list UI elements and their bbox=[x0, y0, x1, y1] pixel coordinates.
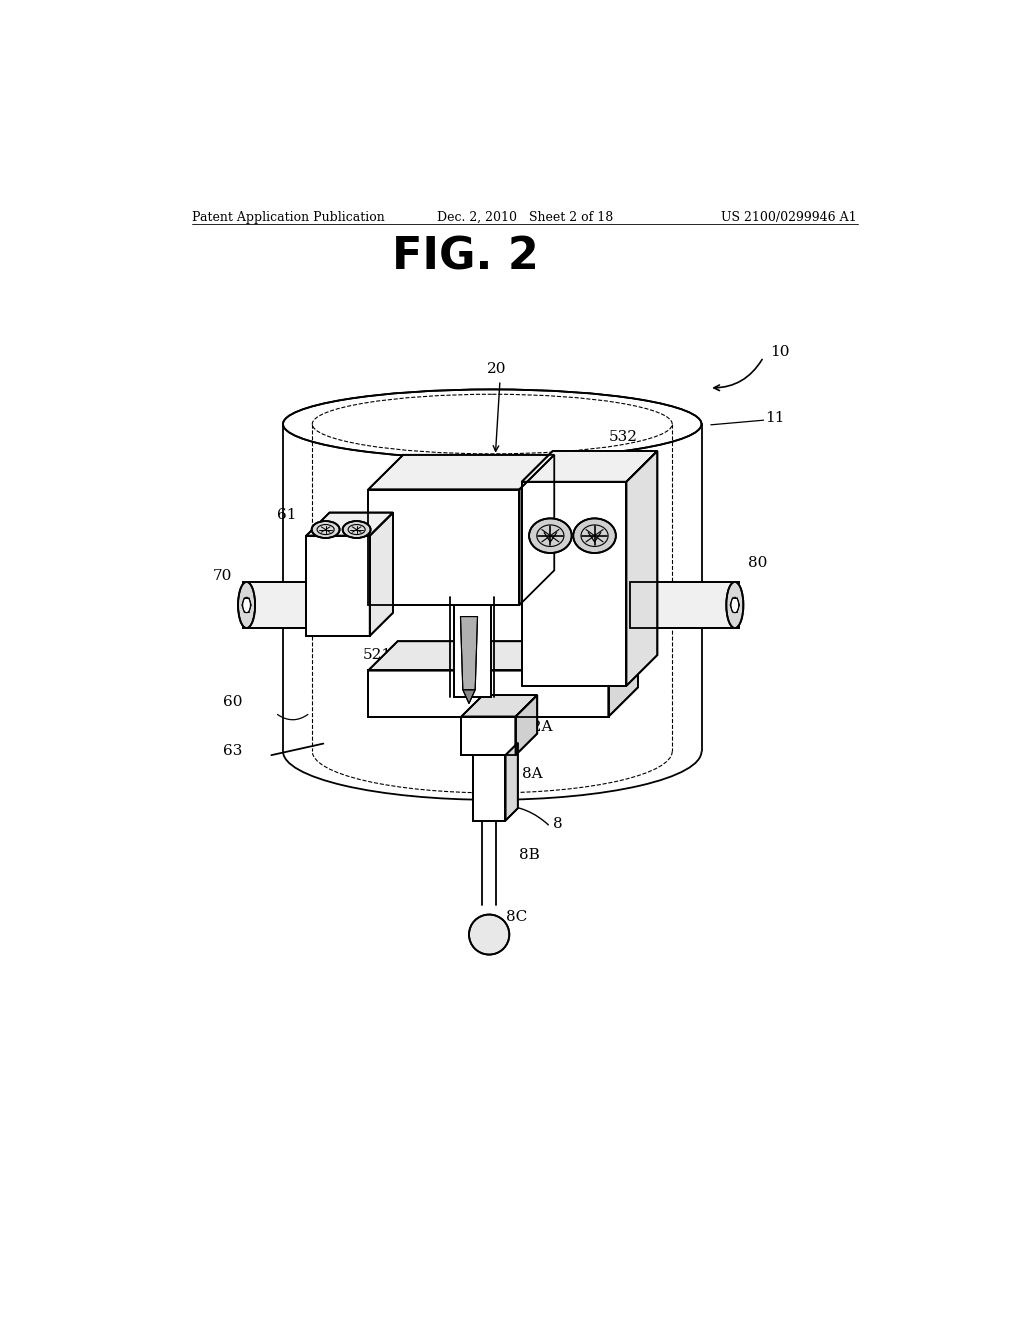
Text: 61: 61 bbox=[278, 508, 297, 521]
Ellipse shape bbox=[243, 597, 251, 612]
Text: 62: 62 bbox=[593, 686, 612, 701]
Polygon shape bbox=[627, 451, 657, 686]
Text: 522: 522 bbox=[330, 590, 359, 605]
Polygon shape bbox=[369, 671, 608, 717]
Ellipse shape bbox=[311, 521, 340, 539]
Text: 62A: 62A bbox=[521, 719, 552, 734]
Polygon shape bbox=[454, 605, 490, 697]
Polygon shape bbox=[519, 455, 554, 605]
Polygon shape bbox=[369, 642, 638, 671]
Text: 40: 40 bbox=[339, 612, 359, 626]
Text: US 2100/0299946 A1: US 2100/0299946 A1 bbox=[721, 211, 856, 224]
Text: 50: 50 bbox=[632, 503, 651, 516]
Text: 521: 521 bbox=[362, 648, 391, 663]
Text: 532: 532 bbox=[608, 430, 638, 444]
Polygon shape bbox=[515, 696, 538, 755]
Polygon shape bbox=[473, 755, 506, 821]
Text: Patent Application Publication: Patent Application Publication bbox=[191, 211, 384, 224]
Text: 60: 60 bbox=[223, 696, 243, 709]
Text: 30: 30 bbox=[372, 678, 391, 693]
Polygon shape bbox=[369, 455, 554, 490]
Ellipse shape bbox=[731, 597, 738, 612]
Text: 534: 534 bbox=[621, 553, 649, 568]
Text: FIG. 2: FIG. 2 bbox=[392, 235, 539, 279]
Polygon shape bbox=[630, 582, 738, 628]
Polygon shape bbox=[521, 482, 627, 686]
Polygon shape bbox=[608, 642, 638, 717]
Text: 11: 11 bbox=[765, 411, 784, 425]
Ellipse shape bbox=[343, 521, 371, 539]
Polygon shape bbox=[306, 536, 370, 636]
Polygon shape bbox=[306, 512, 393, 536]
Ellipse shape bbox=[238, 582, 255, 628]
Polygon shape bbox=[370, 512, 393, 636]
Polygon shape bbox=[243, 582, 306, 628]
Text: 8C: 8C bbox=[506, 909, 527, 924]
Ellipse shape bbox=[469, 915, 509, 954]
Text: 531: 531 bbox=[593, 652, 622, 665]
Text: 8: 8 bbox=[553, 817, 562, 830]
Ellipse shape bbox=[726, 582, 743, 628]
Polygon shape bbox=[463, 689, 475, 704]
Text: 10: 10 bbox=[770, 346, 790, 359]
Polygon shape bbox=[506, 743, 518, 821]
Ellipse shape bbox=[573, 519, 615, 553]
Text: 80: 80 bbox=[748, 556, 767, 570]
Polygon shape bbox=[369, 490, 519, 605]
Polygon shape bbox=[461, 616, 477, 689]
Ellipse shape bbox=[529, 519, 571, 553]
Text: Dec. 2, 2010   Sheet 2 of 18: Dec. 2, 2010 Sheet 2 of 18 bbox=[436, 211, 613, 224]
Polygon shape bbox=[521, 451, 657, 482]
Polygon shape bbox=[461, 717, 515, 755]
Text: 63: 63 bbox=[223, 744, 243, 758]
Text: 8B: 8B bbox=[518, 849, 540, 862]
Ellipse shape bbox=[283, 389, 701, 459]
Text: 523: 523 bbox=[503, 569, 532, 583]
Text: 8A: 8A bbox=[521, 767, 543, 781]
Text: 20: 20 bbox=[487, 362, 507, 376]
Polygon shape bbox=[461, 696, 538, 717]
Text: 70: 70 bbox=[212, 569, 231, 582]
